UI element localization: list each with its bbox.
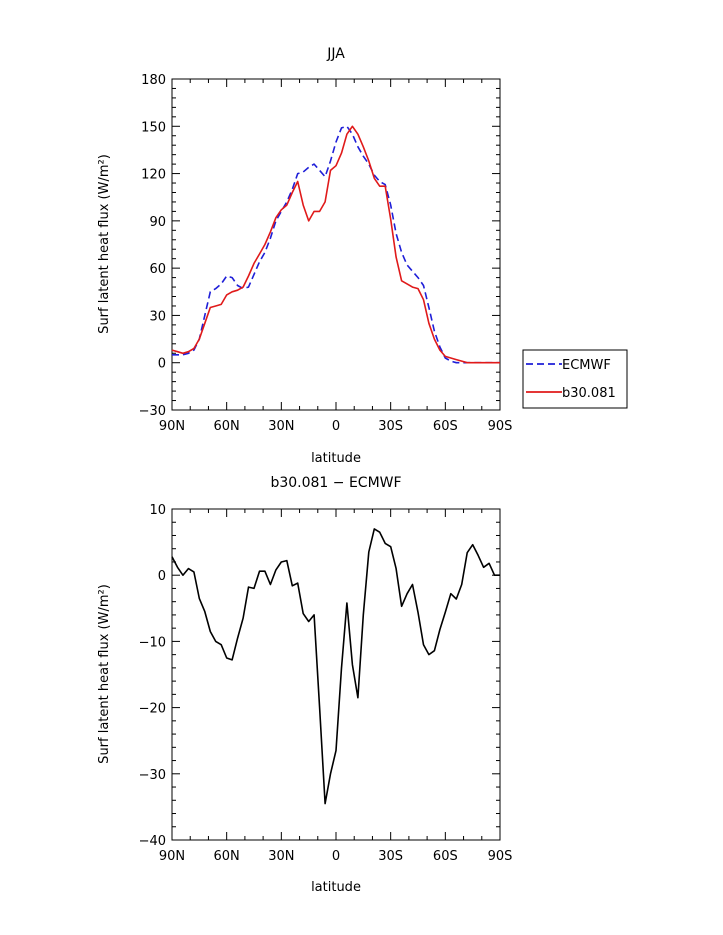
legend: ECMWF b30.081 [522, 349, 628, 409]
bottom-y-tick-label: 0 [158, 569, 166, 584]
legend-label-ecmwf: ECMWF [562, 358, 611, 373]
top-series-line-ecmwf [172, 125, 500, 364]
bottom-y-tick-label: 10 [149, 503, 166, 518]
top-x-tick-label: 90S [488, 419, 513, 434]
top-y-tick-label: 90 [149, 215, 166, 230]
bottom-x-tick-label: 90S [488, 849, 513, 864]
top-y-tick-label: 60 [149, 262, 166, 277]
top-ticks: 90N 60N 30N 0 30S 60S 90S −30 0 30 60 90 120 150 180 [139, 73, 513, 434]
bottom-x-tick-label: 30S [378, 849, 403, 864]
top-y-tick-label: 120 [141, 168, 166, 183]
top-x-tick-label: 90N [159, 419, 185, 434]
bottom-x-tick-label: 30N [268, 849, 294, 864]
top-x-tick-label: 30S [378, 419, 403, 434]
bottom-y-tick-label: −20 [139, 702, 166, 717]
top-y-tick-label: −30 [139, 404, 166, 419]
top-series-lines [171, 125, 500, 364]
bottom-series-line-0 [171, 528, 500, 805]
top-series-line-b30-081 [171, 125, 500, 364]
bottom-x-axis-label: latitude [311, 880, 361, 895]
top-y-tick-label: 180 [141, 73, 166, 88]
bottom-x-tick-label: 0 [332, 849, 340, 864]
bottom-chart-title: b30.081 − ECMWF [270, 475, 401, 491]
top-plot-frame [171, 78, 501, 411]
bottom-ticks: 90N 60N 30N 0 30S 60S 90S −40 −30 −20 −10 0 10 [139, 503, 513, 864]
bottom-y-axis-label: Surf latent heat flux (W/m²) [97, 584, 112, 764]
legend-label-b30-081: b30.081 [562, 386, 616, 401]
bottom-x-tick-label: 60N [214, 849, 240, 864]
top-x-tick-label: 30N [268, 419, 294, 434]
legend-box [522, 349, 628, 409]
bottom-plot-frame [171, 508, 501, 841]
bottom-y-tick-label: −10 [139, 635, 166, 650]
top-y-axis-label: Surf latent heat flux (W/m²) [97, 154, 112, 334]
top-y-tick-label: 30 [149, 309, 166, 324]
top-x-axis-label: latitude [311, 451, 361, 466]
top-chart-title: JJA [326, 46, 345, 62]
bottom-x-tick-label: 60S [433, 849, 458, 864]
top-y-tick-label: 150 [141, 120, 166, 135]
top-panel: JJA 90N 60N 30N 0 30S 60S 90S −30 0 30 60 90 120 150 1… [97, 46, 512, 466]
top-x-tick-label: 0 [332, 419, 340, 434]
top-x-tick-label: 60S [433, 419, 458, 434]
bottom-panel: b30.081 − ECMWF 90N 60N 30N 0 30S 60S 90S −40 −3… [97, 475, 512, 895]
bottom-y-tick-label: −30 [139, 768, 166, 783]
bottom-series-lines [171, 528, 500, 805]
bottom-y-tick-label: −40 [139, 834, 166, 849]
top-x-tick-label: 60N [214, 419, 240, 434]
top-y-tick-label: 0 [158, 357, 166, 372]
bottom-x-tick-label: 90N [159, 849, 185, 864]
